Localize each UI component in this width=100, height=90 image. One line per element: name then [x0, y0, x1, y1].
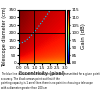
Text: The blue line indicates the information rate to be transmitted for a given point: The blue line indicates the information …: [1, 72, 100, 90]
X-axis label: Eccentricity (pixel): Eccentricity (pixel): [19, 71, 65, 76]
Y-axis label: Telescope diameter (cm): Telescope diameter (cm): [2, 6, 7, 67]
Y-axis label: Gain (dB): Gain (dB): [81, 23, 86, 49]
